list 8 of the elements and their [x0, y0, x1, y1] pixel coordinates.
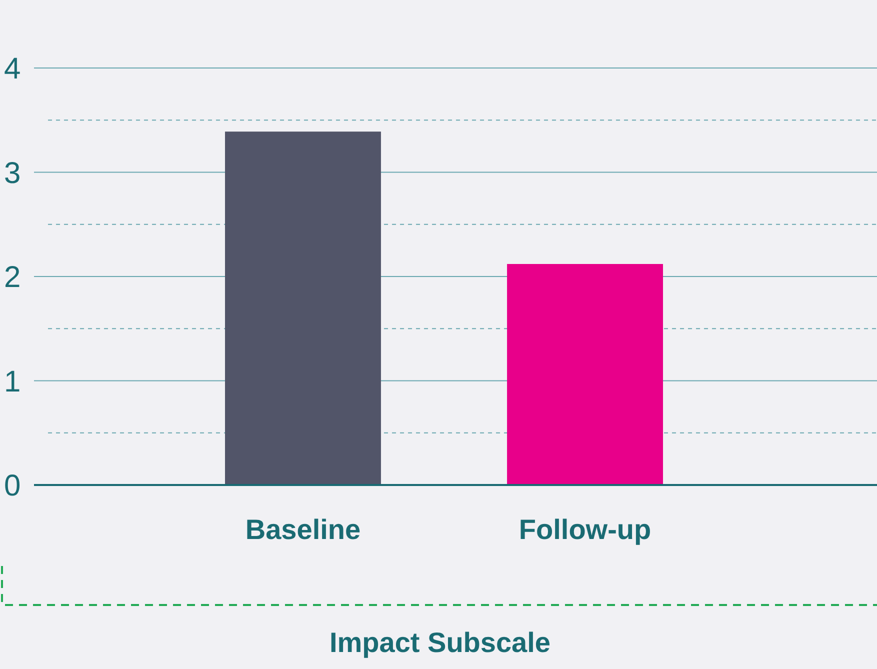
y-tick-label: 2: [4, 261, 21, 294]
x-axis-title: Impact Subscale: [330, 627, 550, 658]
y-tick-label: 0: [4, 470, 21, 502]
y-tick-label: 4: [4, 52, 21, 86]
y-tick-label: 3: [4, 156, 21, 190]
x-tick-label: Follow-up: [518, 514, 652, 545]
y-tick-label: 1: [4, 365, 21, 398]
x-tick-label: Baseline: [245, 514, 361, 545]
